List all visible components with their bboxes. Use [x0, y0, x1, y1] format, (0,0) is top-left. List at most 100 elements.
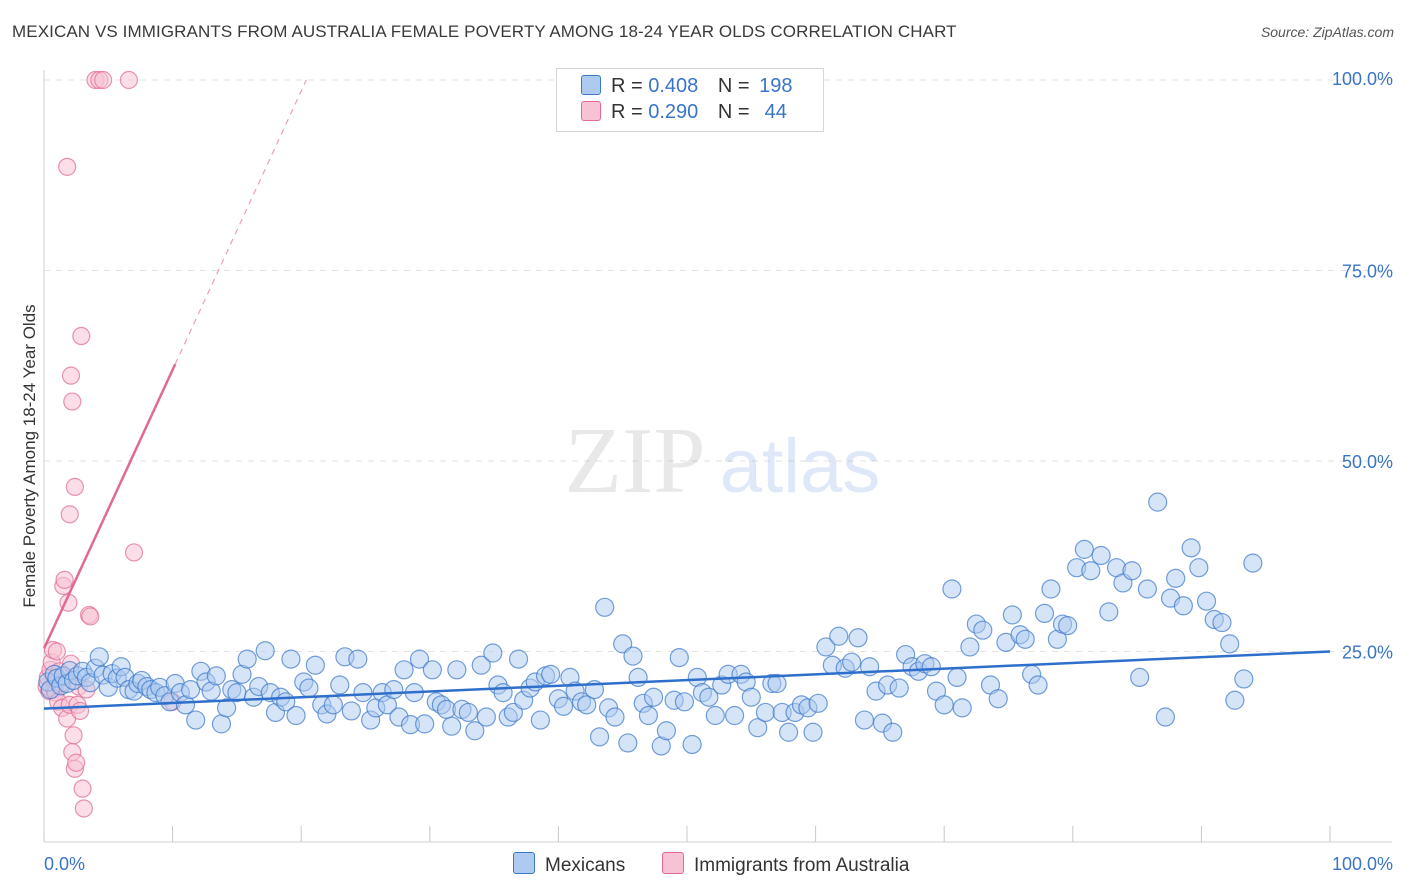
australia-point — [119, 70, 138, 90]
mexicans-point — [848, 628, 868, 648]
legend-row-mexicans: R = 0.408 N = 198 — [581, 75, 793, 99]
mexicans-point — [1137, 579, 1157, 599]
legend-n-value-mexicans: 198 — [759, 75, 793, 97]
mexicans-point — [508, 649, 529, 669]
mexicans-point — [934, 695, 954, 715]
australia-point — [94, 70, 113, 90]
mexicans-point — [1225, 690, 1245, 710]
chart-title: MEXICAN VS IMMIGRANTS FROM AUSTRALIA FEM… — [12, 22, 957, 41]
mexicans-point — [1074, 539, 1094, 559]
mexicans-point — [669, 647, 689, 668]
mexicans-point — [638, 705, 659, 726]
y-tick-label: 25.0% — [1342, 643, 1393, 663]
source-label: Source: ZipAtlas.com — [1260, 24, 1394, 40]
legend-r-label: R = — [611, 101, 643, 123]
watermark: ZIP atlas — [565, 409, 881, 513]
australia-point — [55, 570, 74, 589]
mexicans-point — [323, 695, 343, 715]
mexicans-point — [1212, 612, 1232, 633]
x-tick-label: 0.0% — [44, 854, 85, 874]
mexicans-point — [493, 683, 513, 703]
mexicans-point — [613, 634, 633, 654]
legend-row-australia: R = 0.290 N = 44 — [581, 101, 787, 125]
australia-point — [58, 157, 77, 176]
mexicans-point — [1081, 561, 1101, 581]
australia-point — [74, 799, 93, 818]
mexicans-point — [705, 705, 725, 726]
y-tick-label: 75.0% — [1342, 262, 1393, 282]
bottom-legend-swatch-mexicans — [513, 852, 535, 874]
mexicans-point — [682, 734, 702, 755]
bottom-legend-mexicans: Mexicans — [513, 852, 625, 877]
mexicans-point — [1002, 605, 1022, 625]
mexicans-point — [816, 637, 836, 657]
mexicans-point — [305, 655, 325, 675]
mexicans-point — [415, 714, 435, 734]
mexicans-point — [643, 687, 664, 707]
mexicans-point — [947, 667, 967, 688]
bottom-legend-swatch-australia — [662, 852, 684, 874]
mexicans-point — [1091, 545, 1111, 566]
mexicans-point — [237, 649, 257, 669]
tick-labels: 25.0% 50.0% 75.0% 100.0% 0.0% 100.0% — [44, 69, 1393, 874]
x-tick-label: 100.0% — [1332, 854, 1393, 874]
mexicans-point — [353, 683, 373, 703]
mexicans-point — [1196, 591, 1217, 611]
mexicans-point — [89, 647, 109, 667]
axes — [43, 70, 1392, 843]
mexicans-point — [988, 689, 1008, 709]
mexicans-point — [741, 687, 761, 707]
mexicans-point — [1181, 538, 1201, 558]
mexicans-trend-line — [43, 650, 1331, 710]
australia-point — [124, 543, 144, 562]
australia-point — [73, 779, 92, 798]
y-tick-label: 50.0% — [1342, 452, 1393, 472]
mexicans-point — [206, 666, 226, 686]
mexicans-point — [854, 710, 875, 730]
mexicans-point — [471, 655, 491, 675]
mexicans-point — [778, 722, 799, 742]
australia-point — [61, 366, 81, 385]
mexicans-point — [808, 693, 828, 713]
trend-lines — [42, 79, 1331, 710]
mexicans-point — [458, 702, 478, 723]
mexicans-point — [842, 652, 862, 672]
mexicans-point — [623, 646, 643, 666]
australia-point — [65, 477, 84, 497]
mexicans-point — [1173, 596, 1193, 616]
mexicans-point — [803, 722, 823, 742]
mexicans-point — [883, 722, 903, 742]
australia-point — [70, 701, 90, 721]
legend-r-label: R = — [611, 75, 643, 97]
mexicans-point — [553, 696, 574, 716]
mexicans-point — [1099, 602, 1119, 622]
mexicans-point — [1166, 568, 1186, 588]
bottom-legend-label-mexicans: Mexicans — [545, 855, 626, 876]
watermark-zip: ZIP — [565, 409, 706, 513]
australia-point — [47, 642, 66, 661]
australia-point — [67, 753, 86, 772]
bottom-legend-label-australia: Immigrants from Australia — [694, 855, 910, 876]
mexicans-point — [1028, 675, 1048, 695]
mexicans-point — [341, 701, 361, 721]
mexicans-point — [767, 673, 787, 694]
mexicans-point — [286, 705, 306, 726]
mexicans-point — [589, 727, 610, 747]
mexicans-point — [724, 705, 745, 726]
mexicans-point — [442, 716, 462, 736]
mexicans-point — [942, 579, 962, 599]
bottom-legend-australia: Immigrants from Australia — [662, 852, 909, 877]
mexicans-point — [829, 626, 849, 646]
mexicans-point — [618, 733, 638, 753]
mexicans-point — [605, 707, 625, 727]
mexicans-point — [1220, 634, 1240, 654]
legend-n-label: N = — [717, 75, 750, 97]
legend-swatch-mexicans — [581, 75, 601, 95]
mexicans-point — [186, 710, 206, 730]
mexicans-point — [394, 660, 414, 680]
legend-r-value-australia: 0.290 — [648, 101, 699, 123]
mexicans-point — [755, 702, 776, 723]
mexicans-point — [1015, 629, 1035, 649]
mexicans-point — [330, 675, 350, 695]
